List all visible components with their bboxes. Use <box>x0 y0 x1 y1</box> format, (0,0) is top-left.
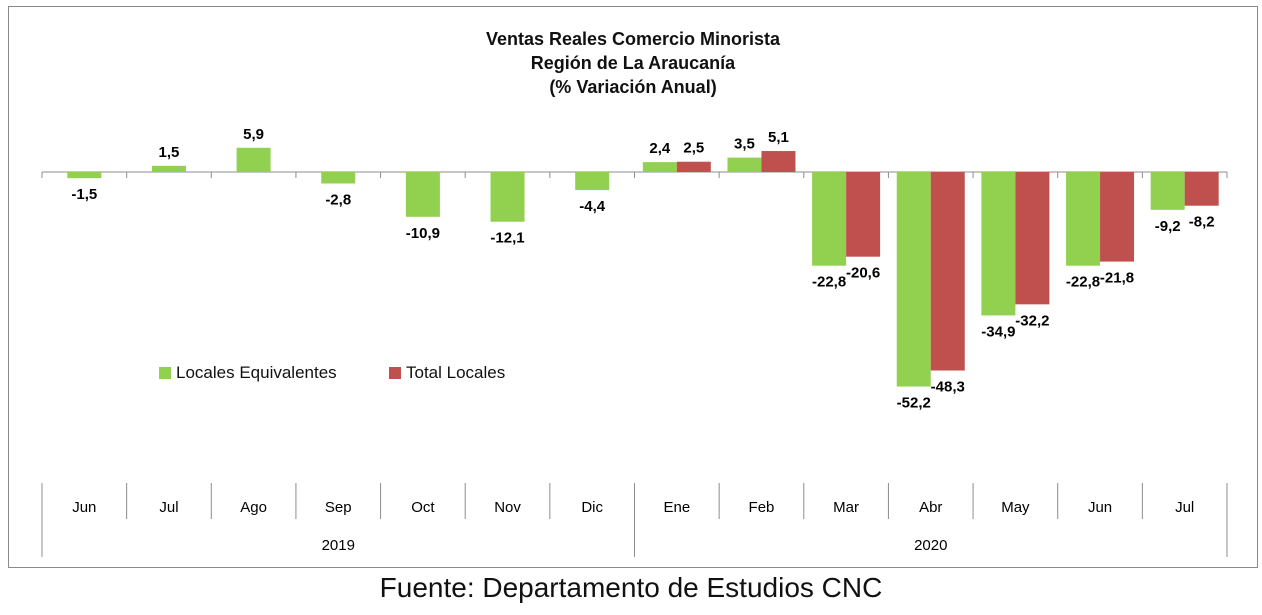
chart-title-line: Región de La Araucanía <box>531 53 736 73</box>
legend-label-total-locales: Total Locales <box>406 363 505 382</box>
category-label: Ago <box>240 499 267 516</box>
data-label: 2,4 <box>649 140 671 157</box>
data-label: -22,8 <box>1066 274 1100 291</box>
data-label: 5,9 <box>243 126 264 143</box>
data-label: 3,5 <box>734 136 755 153</box>
data-label: -48,3 <box>931 379 965 396</box>
category-label: Jul <box>1175 499 1194 516</box>
chart-frame: Ventas Reales Comercio Minorista Región d… <box>8 6 1258 568</box>
bar-locales-equivalentes <box>321 172 356 184</box>
bar-locales-equivalentes <box>575 172 610 191</box>
data-label: 2,5 <box>683 140 704 157</box>
category-label: Ene <box>663 499 690 516</box>
category-label: Feb <box>749 499 775 516</box>
category-label: Nov <box>494 499 521 516</box>
chart-title-line: (% Variación Anual) <box>549 77 716 97</box>
year-label: 2019 <box>322 537 355 554</box>
bar-locales-equivalentes <box>1066 172 1101 266</box>
bar-locales-equivalentes <box>1150 172 1185 210</box>
bar-locales-equivalentes <box>490 172 525 222</box>
bar-locales-equivalentes <box>151 165 186 172</box>
bar-chart: Ventas Reales Comercio Minorista Región d… <box>41 29 1228 557</box>
data-label: -20,6 <box>846 265 880 282</box>
category-label: May <box>1001 499 1030 516</box>
category-label: Oct <box>411 499 435 516</box>
bar-locales-equivalentes <box>896 172 931 387</box>
data-label: -52,2 <box>897 395 931 412</box>
data-label: -34,9 <box>981 323 1015 340</box>
category-label: Jun <box>72 499 96 516</box>
category-label: Dic <box>581 499 603 516</box>
source-caption: Fuente: Departamento de Estudios CNC <box>379 572 883 603</box>
data-label: -32,2 <box>1015 312 1049 329</box>
category-label: Abr <box>919 499 942 516</box>
bar-locales-equivalentes <box>405 172 440 217</box>
data-label: -22,8 <box>812 274 846 291</box>
bar-total-locales <box>846 172 881 257</box>
bar-locales-equivalentes <box>981 172 1016 316</box>
data-label: -12,1 <box>490 230 524 247</box>
category-label: Mar <box>833 499 859 516</box>
bar-locales-equivalentes <box>67 172 102 179</box>
data-label: -1,5 <box>71 186 97 203</box>
year-label: 2020 <box>914 537 947 554</box>
category-label: Jul <box>159 499 178 516</box>
bar-total-locales <box>761 151 796 172</box>
legend-label-locales-equivalentes: Locales Equivalentes <box>176 363 337 382</box>
data-label: -9,2 <box>1155 218 1181 235</box>
bar-total-locales <box>1184 172 1219 206</box>
bar-total-locales <box>930 172 965 371</box>
data-label: -10,9 <box>406 225 440 242</box>
data-label: 1,5 <box>159 144 180 161</box>
legend-swatch-total-locales <box>389 367 401 379</box>
bar-locales-equivalentes <box>812 172 847 266</box>
bar-total-locales <box>676 161 711 172</box>
data-label: -2,8 <box>325 192 351 209</box>
data-label: 5,1 <box>768 129 789 146</box>
bar-total-locales <box>1015 172 1050 305</box>
category-label: Sep <box>325 499 352 516</box>
category-label: Jun <box>1088 499 1112 516</box>
chart-title-line: Ventas Reales Comercio Minorista <box>486 29 781 49</box>
bar-locales-equivalentes <box>727 157 762 172</box>
bar-locales-equivalentes <box>642 162 677 172</box>
data-label: -21,8 <box>1100 270 1134 287</box>
legend-swatch-locales-equivalentes <box>159 367 171 379</box>
bar-locales-equivalentes <box>236 147 271 172</box>
data-label: -4,4 <box>579 198 606 215</box>
data-label: -8,2 <box>1189 214 1215 231</box>
bar-total-locales <box>1100 172 1135 262</box>
